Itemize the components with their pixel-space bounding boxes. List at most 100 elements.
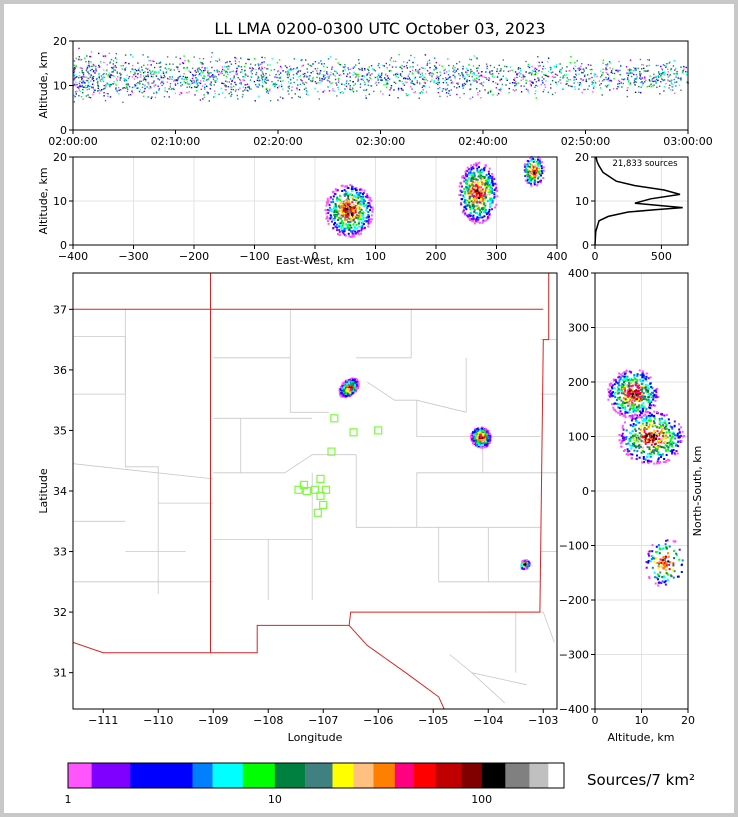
lightning-source-point: [148, 87, 150, 89]
lightning-source-point: [575, 70, 577, 72]
lightning-source-point: [555, 73, 557, 76]
station-marker: [374, 426, 383, 435]
ew-density-cell: [484, 182, 487, 185]
lightning-source-point: [539, 65, 541, 67]
lightning-source-point: [580, 78, 582, 80]
lightning-source-point: [257, 86, 260, 88]
lightning-source-point: [585, 80, 588, 83]
lightning-source-point: [328, 80, 330, 82]
ew-density-cell: [472, 214, 475, 217]
ew-density-cell: [347, 198, 350, 201]
lightning-source-point: [479, 90, 481, 92]
lightning-source-point: [131, 68, 133, 70]
lightning-source-point: [634, 68, 636, 70]
map-xtick-label: −108: [253, 714, 283, 727]
ew-density-cell: [468, 173, 471, 176]
ns-density-cell: [622, 397, 625, 400]
ew-density-cell: [475, 164, 478, 167]
lightning-source-point: [158, 79, 161, 81]
lightning-source-point: [106, 92, 109, 95]
ns-density-cell: [608, 384, 611, 387]
lightning-source-point: [218, 59, 221, 62]
station-marker: [321, 485, 331, 494]
lightning-source-point: [458, 73, 460, 75]
lightning-source-point: [660, 81, 662, 83]
lightning-source-point: [579, 68, 582, 70]
map-density-cell: [520, 562, 524, 565]
map-density-cell: [478, 432, 482, 435]
lightning-source-point: [194, 74, 196, 77]
ew-density-cell: [327, 222, 330, 225]
lightning-source-point: [143, 90, 146, 92]
ew-density-cell: [526, 170, 528, 173]
lightning-source-point: [640, 78, 642, 80]
lightning-source-point: [529, 80, 532, 82]
lightning-source-point: [332, 90, 334, 92]
ew-density-cell: [488, 208, 491, 211]
lightning-source-point: [296, 87, 298, 89]
lightning-source-point: [481, 83, 483, 85]
ns-density-cell: [636, 373, 639, 376]
station-marker: [310, 485, 320, 494]
lightning-source-point: [520, 91, 523, 93]
lightning-source-point: [202, 58, 205, 60]
ew-density-cell: [479, 210, 482, 213]
ew-density-cell: [533, 158, 536, 161]
lightning-source-point: [442, 81, 445, 84]
lightning-source-point: [646, 59, 649, 61]
ns-density-cell: [634, 383, 637, 386]
lightning-source-point: [533, 74, 535, 76]
map-ytick-label: 31: [53, 667, 67, 680]
lightning-source-point: [606, 84, 609, 87]
lightning-source-point: [424, 54, 427, 56]
lightning-source-point: [166, 81, 169, 83]
ns-density-cell: [614, 396, 617, 399]
lightning-source-point: [469, 72, 472, 74]
lightning-source-point: [212, 76, 214, 79]
ew-density-cell: [465, 169, 468, 172]
lightning-source-point: [234, 56, 236, 59]
lightning-source-point: [375, 81, 377, 83]
lightning-source-point: [634, 78, 636, 80]
ew-density-cell: [492, 183, 495, 186]
ew-density-cell: [482, 211, 485, 214]
ew-density-cell: [362, 193, 364, 196]
ew-density-cell: [533, 183, 536, 186]
lightning-source-point: [685, 73, 688, 76]
lightning-source-point: [555, 81, 557, 84]
lightning-source-point: [378, 82, 380, 84]
lightning-source-point: [162, 72, 165, 74]
lightning-source-point: [87, 77, 89, 79]
ew-density-cell: [489, 205, 492, 208]
ew-density-cell: [490, 199, 493, 202]
lightning-source-point: [339, 92, 342, 94]
ew-density-cell: [525, 173, 528, 176]
ew-density-cell: [541, 161, 544, 164]
ew-density-cell: [466, 204, 469, 207]
lightning-source-point: [571, 85, 573, 88]
ns-density-cell: [636, 379, 639, 382]
lightning-source-point: [138, 67, 140, 69]
lightning-source-point: [607, 77, 610, 79]
ew-density-cell: [332, 195, 335, 198]
lightning-source-point: [395, 73, 397, 75]
lightning-source-point: [651, 80, 653, 82]
lightning-source-point: [506, 79, 508, 81]
lightning-source-point: [439, 74, 442, 77]
lightning-source-point: [197, 79, 199, 81]
lightning-source-point: [293, 81, 295, 84]
lightning-source-point: [403, 77, 405, 80]
lightning-source-point: [147, 71, 149, 74]
lightning-source-point: [353, 66, 356, 68]
lightning-source-point: [196, 86, 199, 88]
lightning-source-point: [73, 64, 76, 66]
lightning-source-point: [599, 84, 601, 86]
lightning-source-point: [306, 71, 309, 73]
lightning-source-point: [448, 70, 450, 72]
lightning-source-point: [213, 76, 215, 78]
lightning-source-point: [438, 64, 441, 66]
lightning-source-point: [199, 99, 202, 101]
lightning-source-point: [230, 63, 233, 65]
lightning-source-point: [402, 89, 404, 91]
